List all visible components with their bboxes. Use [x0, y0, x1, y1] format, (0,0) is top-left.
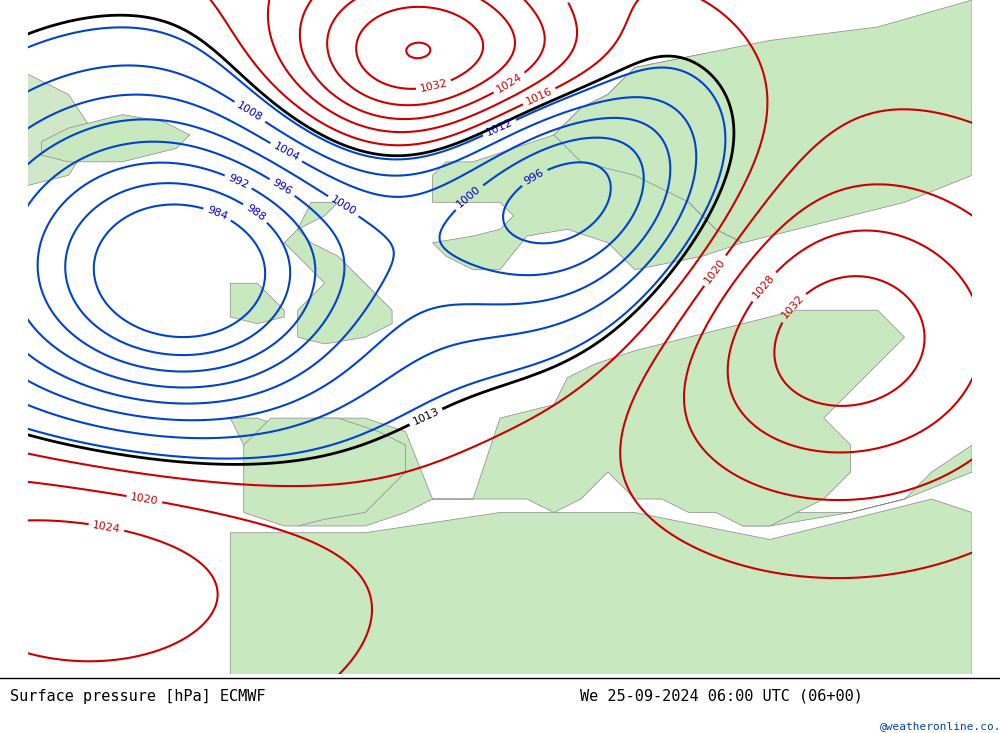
Polygon shape: [554, 0, 972, 243]
Text: 1020: 1020: [702, 257, 727, 285]
Text: 1024: 1024: [495, 72, 524, 95]
Text: 1013: 1013: [411, 406, 441, 427]
Text: 996: 996: [271, 177, 294, 197]
Text: 1020: 1020: [130, 492, 159, 507]
Text: 1032: 1032: [419, 78, 449, 94]
Text: @weatheronline.co.uk: @weatheronline.co.uk: [880, 721, 1000, 731]
Text: 992: 992: [227, 172, 250, 191]
Polygon shape: [0, 0, 95, 202]
Text: 1004: 1004: [271, 141, 301, 163]
Text: 988: 988: [244, 202, 267, 223]
Text: 1008: 1008: [235, 100, 264, 123]
Polygon shape: [284, 202, 392, 344]
Text: 1028: 1028: [751, 273, 777, 301]
Text: 1016: 1016: [524, 86, 554, 107]
Text: 1032: 1032: [780, 293, 806, 321]
Polygon shape: [230, 310, 905, 526]
Text: 1024: 1024: [92, 520, 121, 534]
Text: 1012: 1012: [485, 117, 514, 138]
Text: We 25-09-2024 06:00 UTC (06+00): We 25-09-2024 06:00 UTC (06+00): [580, 689, 863, 704]
Polygon shape: [230, 283, 284, 324]
Polygon shape: [41, 114, 190, 162]
Text: Surface pressure [hPa] ECMWF: Surface pressure [hPa] ECMWF: [10, 689, 266, 704]
Text: 1000: 1000: [455, 184, 483, 210]
Polygon shape: [244, 418, 406, 526]
Text: 1024: 1024: [993, 416, 1000, 442]
Text: 1000: 1000: [329, 194, 358, 218]
Polygon shape: [716, 445, 972, 526]
Text: 996: 996: [523, 167, 546, 187]
Text: 984: 984: [206, 205, 229, 222]
Polygon shape: [433, 54, 797, 270]
Polygon shape: [230, 499, 972, 674]
Text: 1020: 1020: [547, 0, 571, 1]
